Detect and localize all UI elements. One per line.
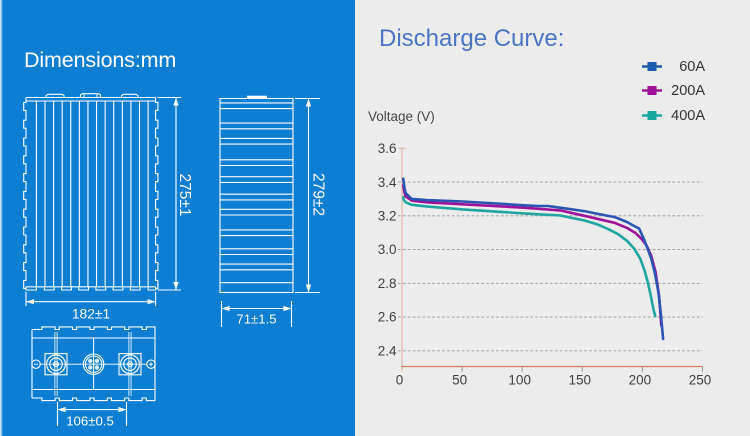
svg-text:150: 150	[569, 373, 592, 388]
svg-text:279±2: 279±2	[310, 173, 327, 216]
svg-text:3.4: 3.4	[378, 175, 397, 190]
svg-text:2.8: 2.8	[378, 276, 397, 291]
svg-text:106±0.5: 106±0.5	[66, 413, 114, 428]
svg-text:50: 50	[452, 373, 467, 388]
svg-text:2.4: 2.4	[378, 344, 397, 359]
svg-text:275±1: 275±1	[176, 174, 193, 217]
svg-text:100: 100	[508, 373, 531, 388]
svg-text:2.6: 2.6	[378, 310, 397, 325]
svg-text:250: 250	[689, 373, 712, 388]
svg-text:0: 0	[396, 373, 404, 388]
svg-text:200: 200	[629, 373, 652, 388]
svg-text:182±1: 182±1	[72, 307, 110, 322]
svg-text:3.0: 3.0	[378, 242, 397, 257]
svg-text:3.2: 3.2	[378, 209, 397, 224]
svg-text:71±1.5: 71±1.5	[236, 311, 276, 326]
svg-text:3.6: 3.6	[378, 141, 397, 156]
